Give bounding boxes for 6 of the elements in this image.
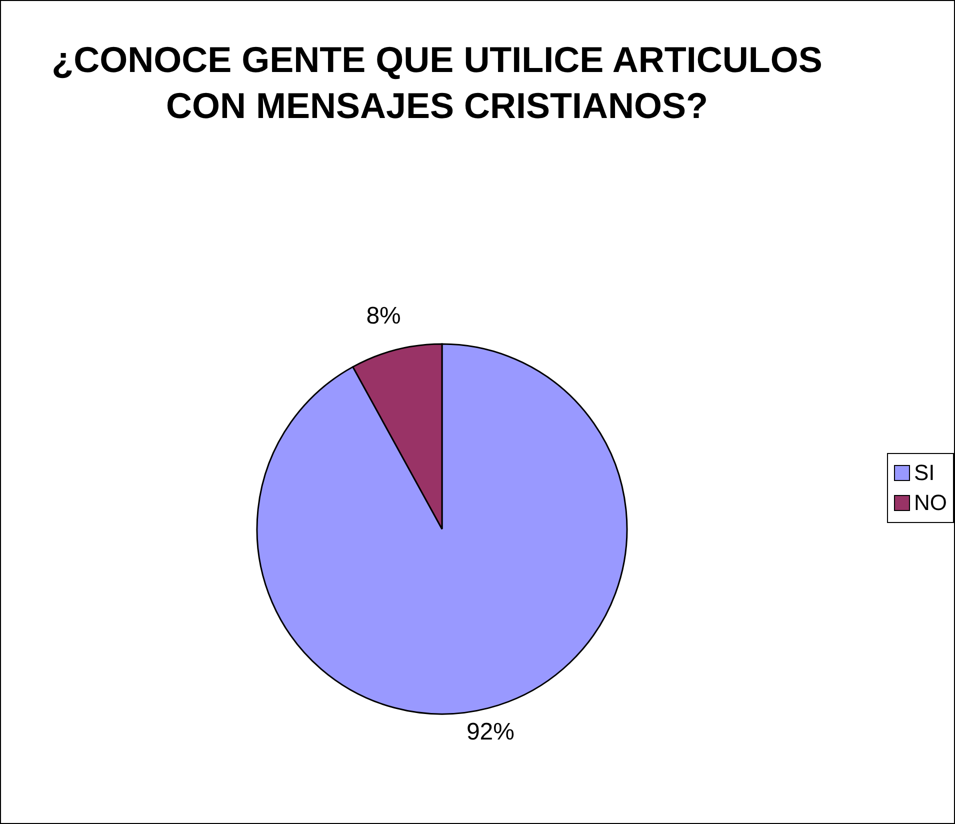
data-label: 8% — [366, 302, 401, 330]
data-label: 92% — [466, 718, 514, 746]
pie-slice — [256, 343, 628, 714]
legend-label: SI — [914, 460, 935, 486]
legend-label: NO — [914, 490, 947, 516]
chart-title: ¿CONOCE GENTE QUE UTILICE ARTICULOS CON MENSAJES CRISTIANOS? — [50, 38, 824, 128]
